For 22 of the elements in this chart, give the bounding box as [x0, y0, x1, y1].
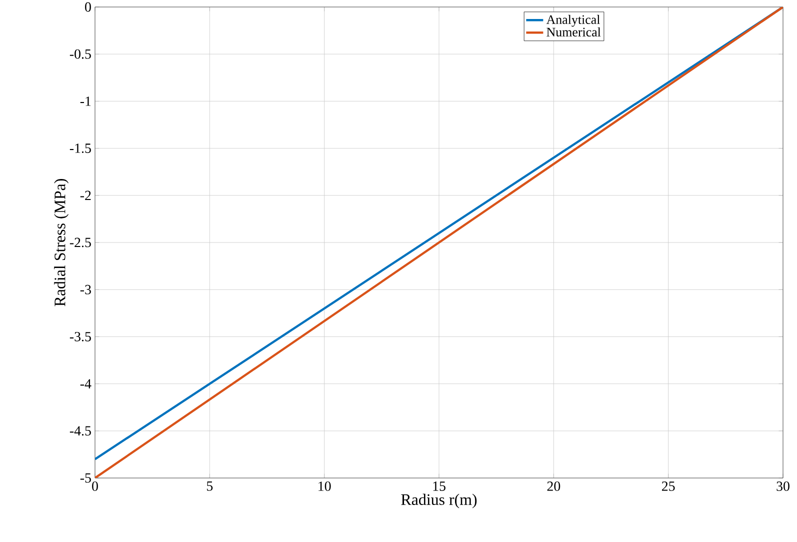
x-tick-label: 25 [662, 482, 675, 491]
y-tick-label: -3.5 [70, 332, 91, 342]
y-axis-title: Radial Stress (MPa) [54, 178, 69, 306]
legend-label: Analytical [546, 14, 600, 27]
y-tick-label: -0.5 [70, 49, 91, 59]
x-tick-label: 15 [433, 482, 446, 491]
x-tick-label: 5 [206, 482, 213, 491]
x-tick-label: 20 [547, 482, 560, 491]
x-tick-label: 0 [92, 482, 98, 491]
y-tick-label: -3 [80, 284, 91, 294]
y-tick-label: -5 [80, 473, 91, 483]
x-tick-label: 10 [318, 482, 331, 491]
y-tick-label: -4.5 [70, 426, 91, 436]
y-tick-label: -2.5 [70, 238, 91, 248]
y-tick-label: -4 [80, 379, 92, 388]
y-tick-label: -2 [80, 190, 91, 200]
y-tick-label: 0 [85, 2, 91, 12]
x-tick-label: 30 [776, 482, 790, 491]
y-tick-label: -1.5 [70, 144, 91, 154]
x-axis-title: Radius r(m) [401, 494, 477, 508]
y-tick-label: -1 [80, 96, 91, 106]
legend-label: Numerical [546, 27, 601, 36]
